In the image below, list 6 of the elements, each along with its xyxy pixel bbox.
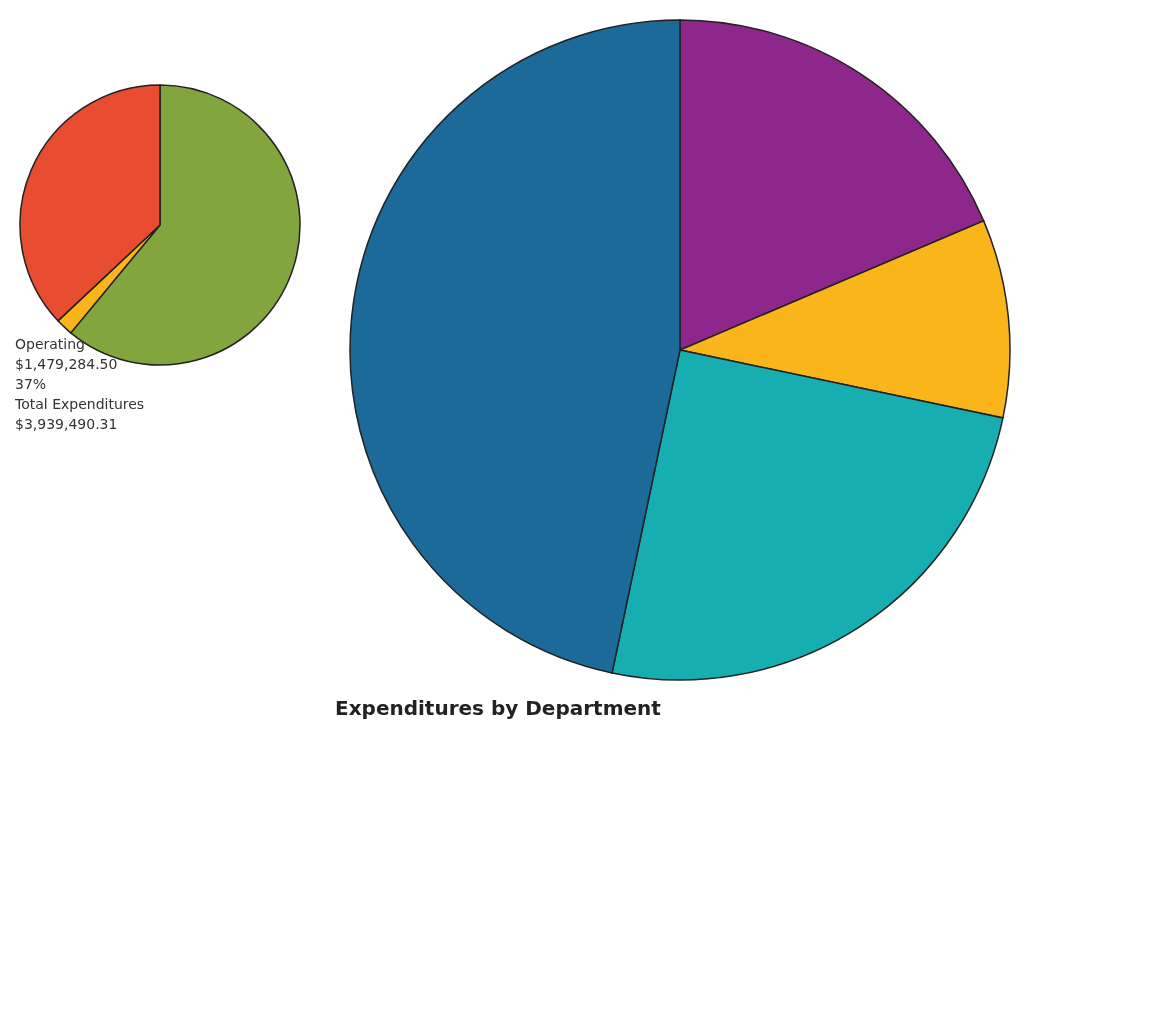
text: $3,939,490.31 (15, 416, 118, 432)
text: Expenditures by Department (335, 696, 662, 720)
text: Total Expenditures (14, 396, 145, 412)
text: 37% (15, 376, 47, 392)
text: $1,479,284.50 (15, 356, 118, 372)
text: Operating (15, 336, 85, 352)
